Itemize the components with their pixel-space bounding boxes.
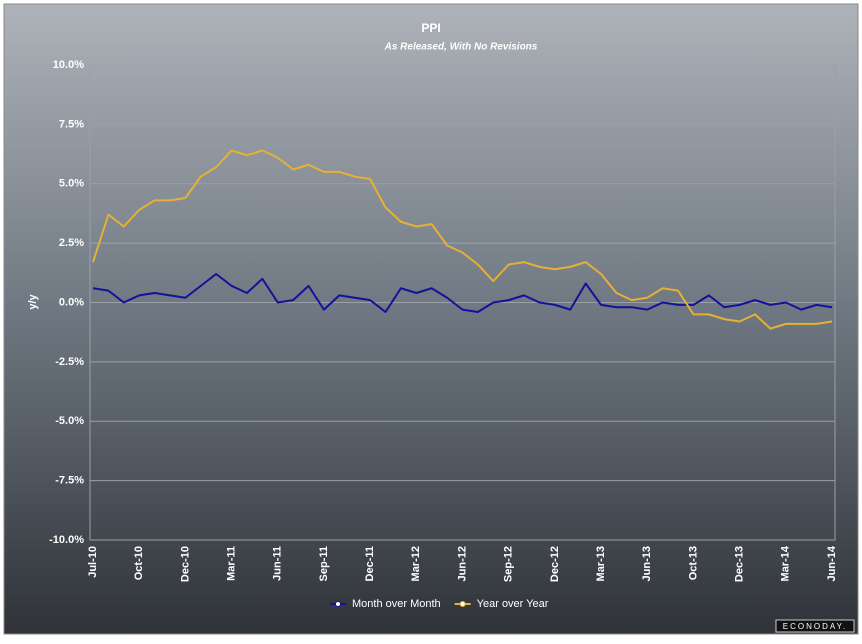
x-tick-label: Jul-10	[87, 546, 99, 578]
x-tick-label: Jun-12	[456, 546, 468, 581]
legend-marker	[335, 601, 341, 607]
y-tick-label: -5.0%	[55, 415, 84, 427]
brand: ECONODAY.	[783, 622, 847, 631]
x-tick-label: Mar-14	[780, 545, 792, 581]
x-tick-label: Mar-13	[595, 546, 607, 581]
y-tick-label: -7.5%	[55, 475, 84, 487]
legend-marker	[459, 601, 466, 607]
x-tick-label: Dec-12	[549, 546, 561, 582]
legend-label: Year over Year	[477, 598, 549, 610]
chart-subtitle: As Released, With No Revisions	[384, 42, 538, 53]
data-line	[92, 273, 833, 313]
x-tick-label: Sep-12	[503, 546, 515, 582]
x-tick-label: Jun-11	[272, 546, 284, 581]
x-tick-label: Dec-10	[179, 546, 191, 582]
x-tick-label: Jun-13	[641, 546, 653, 581]
y-tick-label: 10.0%	[53, 59, 84, 71]
x-tick-label: Dec-11	[364, 546, 376, 581]
y-tick-label: 7.5%	[59, 118, 84, 130]
y-tick-label: 5.0%	[59, 178, 84, 190]
x-tick-label: Jun-14	[826, 545, 838, 581]
data-line	[92, 149, 833, 330]
x-tick-label: Sep-11	[318, 546, 330, 581]
y-tick-label: -10.0%	[49, 534, 84, 546]
x-tick-label: Mar-11	[225, 546, 237, 581]
chart-title: PPI	[421, 21, 440, 35]
x-tick-label: Dec-13	[734, 546, 746, 582]
y-tick-label: 2.5%	[59, 237, 84, 249]
legend-label: Month over Month	[352, 598, 441, 610]
y-axis-label: y/y	[27, 293, 39, 309]
y-tick-label: 0.0%	[59, 296, 84, 308]
x-tick-label: Oct-10	[133, 546, 145, 580]
y-tick-label: -2.5%	[55, 356, 84, 368]
background	[3, 3, 859, 635]
x-tick-label: Mar-12	[410, 546, 422, 581]
x-tick-label: Oct-13	[687, 546, 699, 580]
brand-box	[775, 619, 855, 633]
